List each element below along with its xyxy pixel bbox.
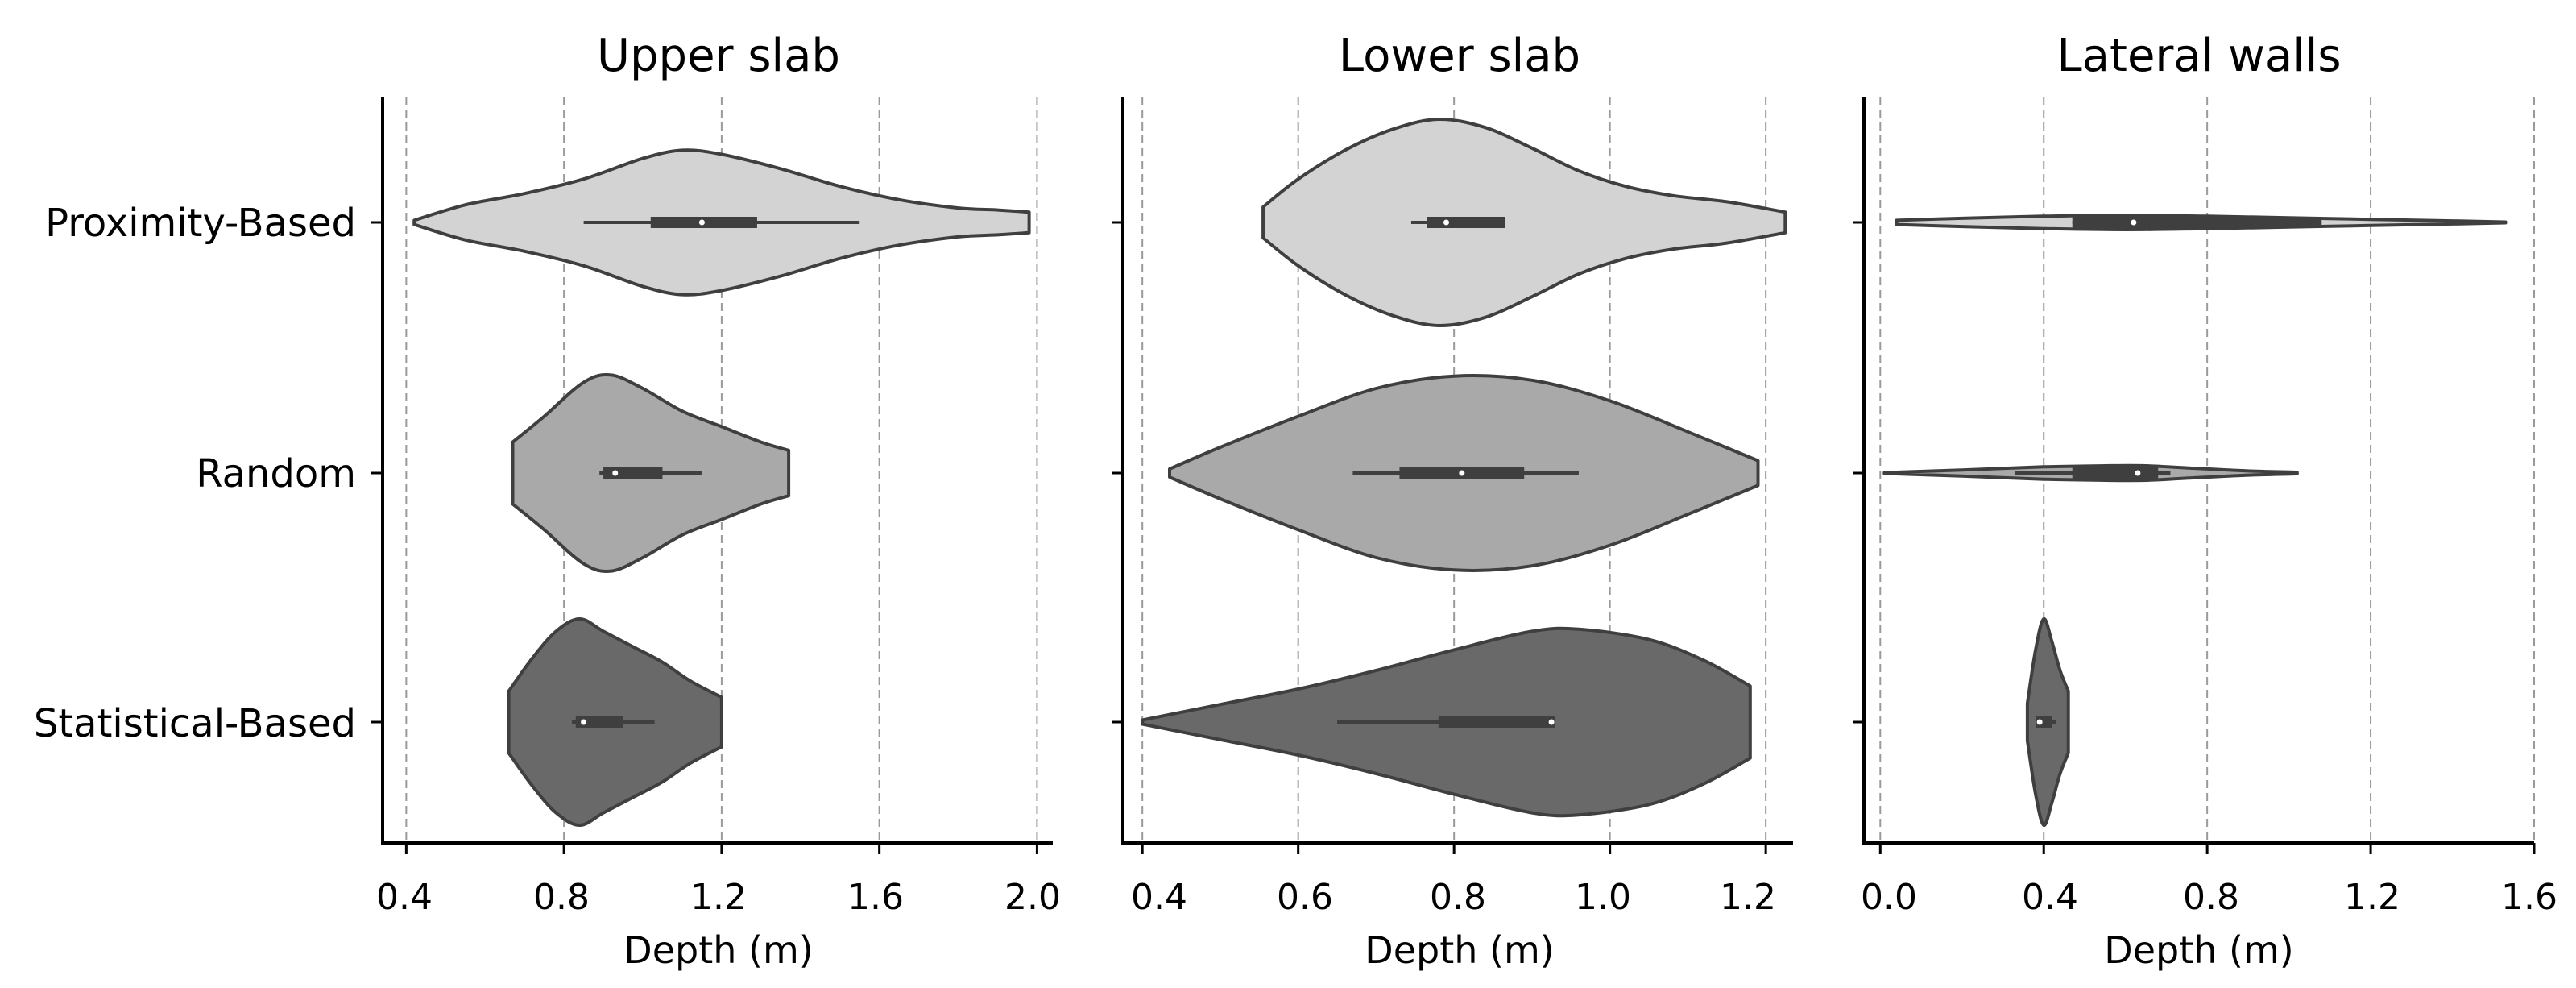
category-label-random: Random [196,451,356,496]
x-tick-label: 2.0 [1004,877,1061,918]
violin-median [612,470,619,476]
x-tick-label: 1.0 [1575,877,1631,918]
x-tick-label: 1.2 [690,877,747,918]
violin-median [1443,219,1449,226]
violin-iqr-box [1427,217,1505,228]
violin-iqr-box [603,467,663,479]
violin-median [581,719,587,725]
x-tick-label: 0.4 [376,877,433,918]
x-tick-label: 0.6 [1277,877,1333,918]
x-tick-label: 0.4 [1131,877,1187,918]
panel-title: Upper slab [597,30,840,82]
violin-median [1459,470,1465,476]
x-tick-label: 0.8 [1430,877,1486,918]
category-label-proximity: Proximity-Based [45,201,356,246]
x-tick-label: 0.4 [2022,877,2078,918]
x-tick-label: 0.8 [533,877,590,918]
x-tick-label: 0.0 [1861,877,1917,918]
violin-median [2131,219,2137,226]
x-tick-label: 1.6 [2501,877,2557,918]
x-axis-label: Depth (m) [623,928,813,972]
x-tick-label: 1.2 [2344,877,2400,918]
violin-median [2036,719,2043,725]
violin-median [2135,470,2141,476]
violin-iqr-box [2036,716,2052,728]
violin-body [1261,117,1787,328]
x-tick-label: 0.8 [2183,877,2239,918]
violin-iqr-box [1438,716,1555,728]
x-tick-label: 1.6 [847,877,904,918]
panel-upper-slab: Upper slab Proximity-Based Random Statis… [34,30,1061,972]
panel-lateral-walls: Lateral walls 0.0 0.4 0.8 1.2 1.6 Depth … [1853,30,2557,972]
x-tick-label: 1.2 [1720,877,1776,918]
x-axis-label: Depth (m) [2104,928,2293,972]
panel-lower-slab: Lower slab 0.4 0.6 0.8 1.0 1.2 Depth (m) [1112,30,1793,972]
violin-median [698,219,705,226]
violin-iqr-box [2072,467,2159,479]
panel-title: Lateral walls [2056,30,2341,82]
category-label-statistical: Statistical-Based [34,701,356,746]
violin-iqr-box [2072,217,2322,228]
violin-iqr-box [575,716,623,728]
panel-title: Lower slab [1339,30,1580,82]
x-axis-label: Depth (m) [1365,928,1554,972]
violin-median [1548,719,1555,725]
